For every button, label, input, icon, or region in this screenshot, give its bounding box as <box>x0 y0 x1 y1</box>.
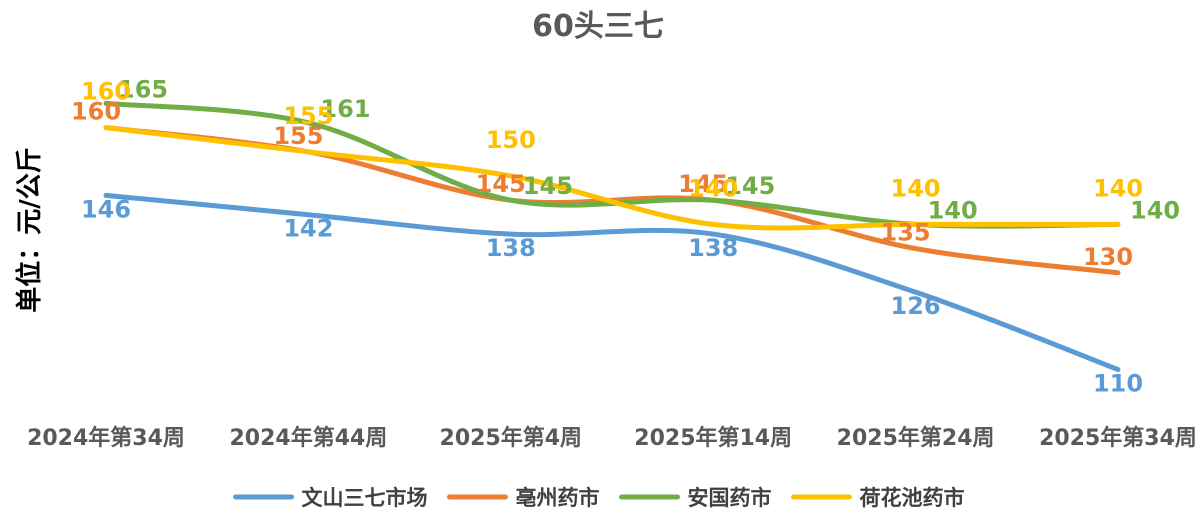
legend-label: 亳州药市 <box>516 486 600 510</box>
legend-item: 荷花池药市 <box>791 486 965 510</box>
series-line-4 <box>103 125 1121 231</box>
data-label: 146 <box>81 195 131 223</box>
data-label: 110 <box>1093 370 1143 398</box>
data-label: 142 <box>283 215 333 243</box>
data-label: 145 <box>476 170 526 198</box>
y-axis-label: 单位：元/公斤 <box>14 147 45 313</box>
series-layer <box>103 100 1121 373</box>
data-label: 126 <box>891 292 941 320</box>
data-label: 140 <box>928 196 978 224</box>
legend-item: 安国药市 <box>619 486 772 510</box>
chart-title: 60头三七 <box>532 9 664 44</box>
data-label: 138 <box>688 234 738 262</box>
data-label: 165 <box>118 75 168 103</box>
x-tick-label: 2025年第34周 <box>1039 425 1197 451</box>
data-label: 140 <box>1093 174 1143 202</box>
data-label: 140 <box>688 174 738 202</box>
data-label: 155 <box>283 102 333 130</box>
legend-item: 文山三七市场 <box>233 486 428 510</box>
data-label: 145 <box>725 172 775 200</box>
data-label: 145 <box>523 172 573 200</box>
legend-label: 安国药市 <box>688 486 772 510</box>
series-line-1 <box>103 192 1121 373</box>
x-axis-ticks: 2024年第34周 2024年第44周 2025年第4周 2025年第14周 2025年… <box>27 425 1197 451</box>
data-label: 140 <box>891 174 941 202</box>
x-tick-label: 2025年第24周 <box>837 425 995 451</box>
legend: 文山三七市场 亳州药市 安国药市 荷花池药市 <box>233 486 965 510</box>
legend-label: 荷花池药市 <box>860 486 965 510</box>
data-label: 155 <box>273 122 323 150</box>
data-label: 161 <box>320 95 370 123</box>
legend-label: 文山三七市场 <box>302 486 428 510</box>
data-label: 150 <box>486 126 536 154</box>
legend-item: 亳州药市 <box>447 486 600 510</box>
x-tick-label: 2024年第34周 <box>27 425 185 451</box>
data-label: 145 <box>678 170 728 198</box>
x-tick-label: 2025年第4周 <box>440 425 583 451</box>
data-label: 140 <box>1130 196 1180 224</box>
data-label: 135 <box>881 219 931 247</box>
data-label: 138 <box>486 234 536 262</box>
x-tick-label: 2025年第14周 <box>634 425 792 451</box>
data-label: 130 <box>1083 243 1133 271</box>
data-label: 160 <box>71 98 121 126</box>
x-tick-label: 2024年第44周 <box>229 425 387 451</box>
data-label: 160 <box>81 78 131 106</box>
